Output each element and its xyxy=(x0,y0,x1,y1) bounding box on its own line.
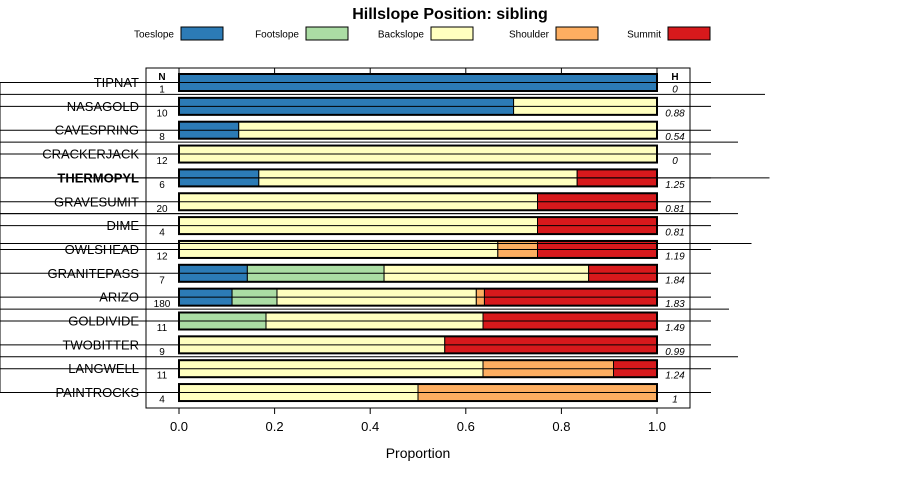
x-tick-label: 0.8 xyxy=(552,419,570,434)
n-value: 8 xyxy=(159,132,165,143)
n-value: 6 xyxy=(159,180,165,191)
legend-label-toeslope: Toeslope xyxy=(134,30,174,41)
legend-swatch-summit xyxy=(667,26,711,41)
h-value: 0.99 xyxy=(665,347,685,358)
h-value: 1 xyxy=(672,395,678,406)
legend-label-footslope: Footslope xyxy=(255,30,299,41)
n-value: 4 xyxy=(159,395,165,406)
legend: Toeslope Footslope Backslope Shoulder Summit xyxy=(134,26,711,41)
x-tick-label: 0.4 xyxy=(361,419,379,434)
legend-swatch-footslope xyxy=(305,26,349,41)
n-value: 12 xyxy=(156,156,168,167)
h-value: 1.25 xyxy=(665,180,685,191)
n-value: 12 xyxy=(156,251,168,262)
x-tick-label: 0.0 xyxy=(170,419,188,434)
h-value: 0.81 xyxy=(665,204,684,215)
n-value: 10 xyxy=(156,108,168,119)
h-value: 0 xyxy=(672,156,678,167)
legend-swatch-shoulder xyxy=(555,26,599,41)
n-value: 180 xyxy=(154,299,171,310)
h-value: 1.49 xyxy=(665,323,685,334)
x-tick-label: 1.0 xyxy=(648,419,666,434)
n-value: 7 xyxy=(159,275,165,286)
x-tick-label: 0.2 xyxy=(266,419,284,434)
bars xyxy=(178,73,658,403)
n-column-header: N xyxy=(158,72,165,83)
chart-title: Hillslope Position: sibling xyxy=(352,6,548,23)
dendrogram xyxy=(0,82,770,394)
x-tick-label: 0.6 xyxy=(457,419,475,434)
n-value: 11 xyxy=(157,371,168,382)
plot-frame xyxy=(145,67,691,409)
h-value: 1.84 xyxy=(665,275,685,286)
n-value: 4 xyxy=(159,228,165,239)
h-value: 0.88 xyxy=(665,108,685,119)
x-axis: 0.0 0.2 0.4 0.6 0.8 1.0 xyxy=(170,68,666,434)
x-axis-label: Proportion xyxy=(386,445,451,461)
h-column-header: H xyxy=(671,72,678,83)
legend-label-shoulder: Shoulder xyxy=(509,30,550,41)
n-value: 1 xyxy=(159,85,165,96)
legend-swatch-toeslope xyxy=(180,26,224,41)
h-value: 1.19 xyxy=(665,251,685,262)
h-value: 0 xyxy=(672,85,678,96)
h-value: 1.83 xyxy=(665,299,685,310)
n-value: 11 xyxy=(157,323,168,334)
h-value: 0.81 xyxy=(665,228,684,239)
h-value: 0.54 xyxy=(665,132,685,143)
legend-label-backslope: Backslope xyxy=(378,30,425,41)
legend-swatch-backslope xyxy=(430,26,474,41)
h-value: 1.24 xyxy=(665,371,685,382)
n-value: 9 xyxy=(159,347,165,358)
n-value: 20 xyxy=(156,204,168,215)
legend-label-summit: Summit xyxy=(627,30,661,41)
